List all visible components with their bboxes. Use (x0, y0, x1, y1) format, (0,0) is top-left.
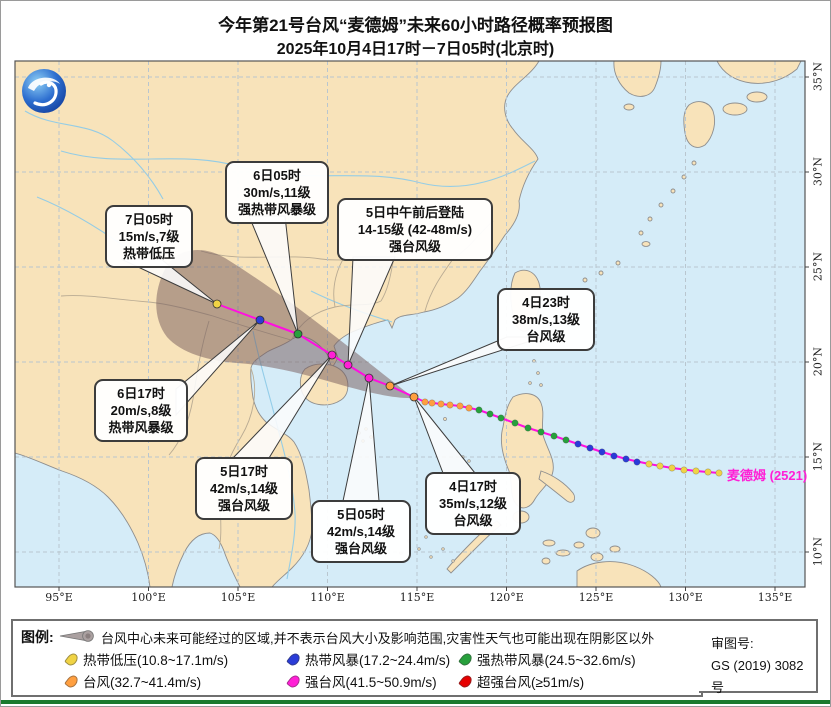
axis-label: 130°E (668, 591, 703, 604)
korea-peninsula (613, 61, 662, 97)
axis-label: 115°E (399, 591, 435, 604)
ty-dot-icon (64, 672, 80, 690)
axis-label: 95°E (45, 591, 73, 604)
sts-dot-icon (458, 650, 474, 668)
callout-5d05: 5日05时 42m/s,14级 强台风级 (311, 500, 411, 563)
observed-track-dots (421, 398, 723, 477)
axis-label: 125°E (578, 591, 614, 604)
callout-5d17: 5日17时 42m/s,14级 强台风级 (195, 457, 293, 520)
storm-name-label: 麦德姆 (2521) (727, 468, 808, 483)
callout-4d23: 4日23时 38m/s,13级 台风级 (497, 288, 595, 351)
map-frame (14, 60, 806, 588)
axis-label: 105°E (220, 591, 256, 604)
legend-item-ty: 台风(32.7~41.4m/s) (64, 671, 201, 691)
map-review-number: 审图号: GS (2019) 3082号 (699, 619, 818, 695)
callout-landfall: 5日中午前后登陆 14-15级 (42-48m/s) 强台风级 (337, 198, 493, 261)
cone-note: 台风中心未来可能经过的区域,并不表示台风大小及影响范围,灾害性天气也可能出现在阴… (101, 631, 655, 646)
axis-ticks (58, 76, 809, 591)
cma-logo (19, 67, 69, 115)
callout-7d05: 7日05时 15m/s,7级 热带低压 (105, 205, 193, 268)
page-subtitle: 2025年10月4日17时－7日05时(北京时) (276, 41, 555, 58)
footer-green-bar (1, 700, 830, 704)
legend-item-sty: 强台风(41.5~50.9m/s) (286, 671, 437, 691)
axis-label: 120°E (489, 591, 524, 604)
review-label: 审图号: (711, 636, 754, 651)
legend-item-super-ty: 超强台风(≥51m/s) (458, 671, 584, 691)
legend-item-ts: 热带风暴(17.2~24.4m/s) (286, 649, 450, 669)
legend-item-td: 热带低压(10.8~17.1m/s) (64, 649, 228, 669)
kyushu-island (683, 101, 716, 148)
honshu-island (716, 61, 802, 84)
legend-title: 图例: (21, 629, 54, 645)
axis-label: 135°E (757, 591, 793, 604)
td-dot-icon (64, 650, 80, 668)
review-value: GS (2019) 3082号 (711, 658, 804, 695)
mindanao-island (576, 561, 662, 587)
ryukyu-islands (582, 160, 697, 283)
luzon-bicol (538, 470, 576, 503)
callout-pointers (120, 215, 544, 502)
callout-4d17: 4日17时 35m/s,12级 台风级 (425, 472, 521, 535)
callout-6d17: 6日17时 20m/s,8级 热带风暴级 (94, 379, 188, 442)
ts-dot-icon (286, 650, 302, 668)
sty-dot-icon (286, 672, 302, 690)
axis-label: 100°E (131, 591, 166, 604)
page-title: 今年第21号台风“麦德姆”未来60小时路径概率预报图 (218, 16, 613, 35)
axis-label: 110°E (310, 591, 345, 604)
jeju-island (623, 103, 635, 111)
legend-item-sts: 强热带风暴(24.5~32.6m/s) (458, 649, 636, 669)
cone-icon (59, 630, 94, 642)
shikoku-island (722, 102, 748, 116)
forecast-track-dots (212, 299, 419, 402)
super-ty-dot-icon (458, 672, 474, 690)
legend: 图例: 台风中心未来可能经过的区域,并不表示台风大小及影响范围,灾害性天气也可能… (11, 619, 703, 697)
cma-logo-icon (22, 69, 66, 113)
callout-6d05: 6日05时 30m/s,11级 强热带风暴级 (225, 161, 329, 224)
